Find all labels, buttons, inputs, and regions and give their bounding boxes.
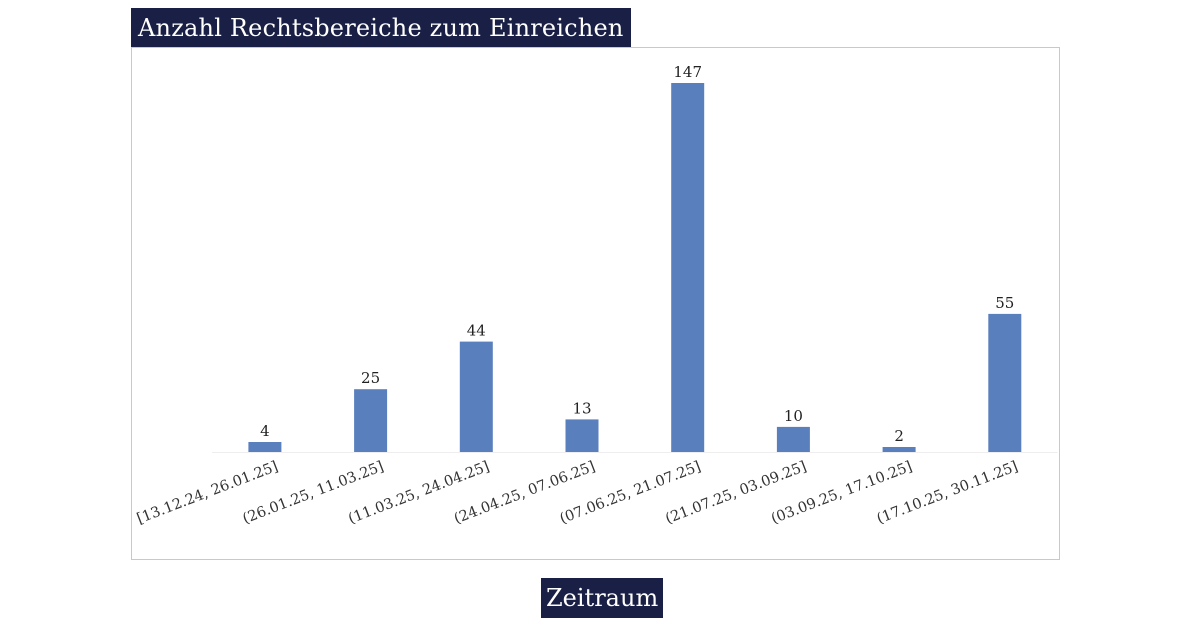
data-label: 4 [260, 422, 270, 440]
data-label: 25 [361, 369, 380, 387]
data-label: 44 [467, 322, 486, 340]
bar [354, 389, 388, 452]
bar [248, 442, 282, 452]
x-tick-labels-group: [13.12.24, 26.01.25](26.01.25, 11.03.25]… [135, 459, 1020, 528]
data-label: 13 [572, 399, 591, 417]
plot-area-frame [131, 47, 1060, 560]
value-labels-group: 4 25 44 13 147 10 2 55 [260, 63, 1014, 445]
x-axis-label: Zeitraum [541, 578, 664, 618]
data-label: 2 [894, 427, 904, 445]
bar [671, 83, 705, 452]
data-label: 147 [673, 63, 702, 81]
data-label: 10 [784, 407, 803, 425]
chart-title: Anzahl Rechtsbereiche zum Einreichen [131, 8, 631, 48]
bar [459, 341, 493, 452]
bar [882, 447, 916, 452]
bar [988, 313, 1022, 452]
bars-group [212, 83, 1058, 453]
bar [565, 419, 599, 452]
bar [776, 426, 810, 452]
data-label: 55 [995, 294, 1014, 312]
